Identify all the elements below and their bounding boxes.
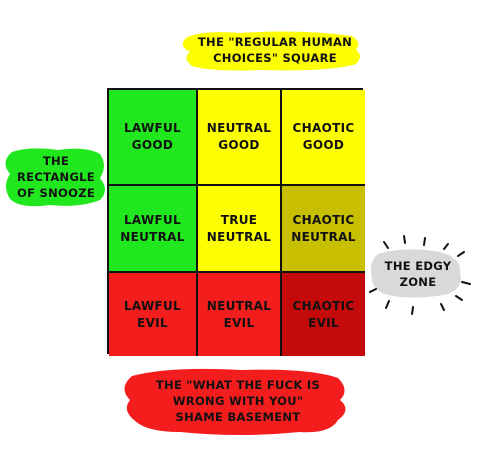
right-callout-highlight xyxy=(370,249,461,298)
cell-lawful-evil: LAWFUL EVIL xyxy=(109,273,198,356)
cell-neutral-good: NEUTRAL GOOD xyxy=(198,90,282,186)
cell-lawful-good: LAWFUL GOOD xyxy=(109,90,198,186)
bottom-callout-text: THE "WHAT THE FUCK IS WRONG WITH YOU" SH… xyxy=(155,378,321,424)
right-callout-text: THE EDGY ZONE xyxy=(384,259,452,289)
edgy-spikes xyxy=(369,235,471,315)
alignment-grid: LAWFUL GOOD NEUTRAL GOOD CHAOTIC GOOD LA… xyxy=(107,88,365,356)
cell-true-neutral: TRUE NEUTRAL xyxy=(198,186,282,273)
top-callout-highlight xyxy=(182,31,360,71)
top-callout-text: THE "REGULAR HUMAN CHOICES" SQUARE xyxy=(197,35,353,65)
left-callout-text: THE RECTANGLE OF SNOOZE xyxy=(17,154,95,200)
cell-neutral-evil: NEUTRAL EVIL xyxy=(198,273,282,356)
cell-chaotic-neutral: CHAOTIC NEUTRAL xyxy=(282,186,365,273)
cell-lawful-neutral: LAWFUL NEUTRAL xyxy=(109,186,198,273)
cell-chaotic-evil: CHAOTIC EVIL xyxy=(282,273,365,356)
cell-chaotic-good: CHAOTIC GOOD xyxy=(282,90,365,186)
bottom-callout-highlight xyxy=(124,368,346,435)
left-callout-highlight xyxy=(5,148,106,207)
